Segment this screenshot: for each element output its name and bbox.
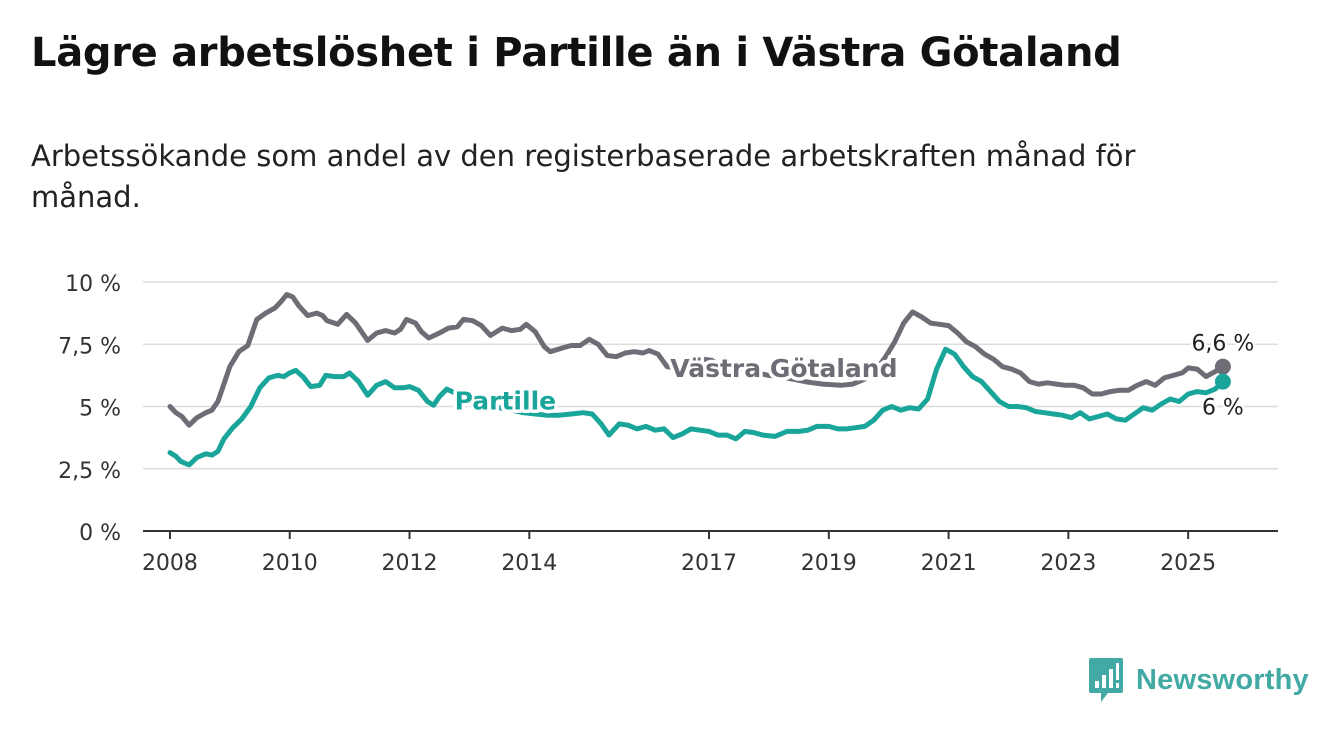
end-value-label-vastra-gotaland: 6,6 % [1191, 332, 1254, 357]
y-tick-label: 7,5 % [58, 334, 121, 359]
series-line-partille [167, 346, 1226, 468]
chart-title: Lägre arbetslöshet i Partille än i Västr… [31, 30, 1122, 76]
y-tick-label: 0 % [79, 521, 121, 546]
line-label-vastra-gotaland: Västra Götaland [670, 354, 897, 383]
end-point-partille [1214, 373, 1231, 390]
x-tick-label: 2025 [1160, 551, 1216, 576]
x-tick-label: 2021 [921, 551, 977, 576]
end-point-vastra-gotaland [1214, 358, 1231, 375]
grid-lines [143, 281, 1278, 470]
series-lines [167, 292, 1231, 468]
brand-name: Newsworthy [1136, 663, 1309, 696]
y-tick-label: 5 % [79, 397, 121, 422]
line-chart: 0 % 2,5 % 5 % 7,5 % 10 % 6,6 % 6 % Västra Göta… [58, 272, 1278, 576]
series-line-vastra-gotaland [167, 292, 1226, 428]
line-labels: 6,6 % 6 % Västra Götaland Partille [451, 329, 1257, 423]
x-tick-label: 2012 [382, 551, 438, 576]
end-value-label-partille: 6 % [1202, 396, 1244, 421]
x-tick-label: 2010 [262, 551, 318, 576]
x-axis [143, 530, 1278, 539]
x-tick-label: 2014 [501, 551, 557, 576]
x-tick-label: 2023 [1040, 551, 1096, 576]
x-tick-label: 2017 [681, 551, 737, 576]
x-tick-label: 2008 [142, 551, 198, 576]
bar-chart-speech-bubble-icon [1089, 658, 1123, 702]
chart-subtitle: Arbetssökande som andel av den registerb… [31, 139, 1136, 214]
x-tick-label: 2019 [801, 551, 857, 576]
x-axis-tick-labels: 2008 2010 2012 2014 2017 2019 2021 2023 2025 [142, 551, 1216, 576]
line-label-partille: Partille [455, 386, 556, 415]
y-tick-label: 10 % [65, 272, 121, 297]
y-tick-label: 2,5 % [58, 459, 121, 484]
newsworthy-logo: Newsworthy [1088, 656, 1309, 704]
y-axis-tick-labels: 0 % 2,5 % 5 % 7,5 % 10 % [58, 272, 121, 546]
